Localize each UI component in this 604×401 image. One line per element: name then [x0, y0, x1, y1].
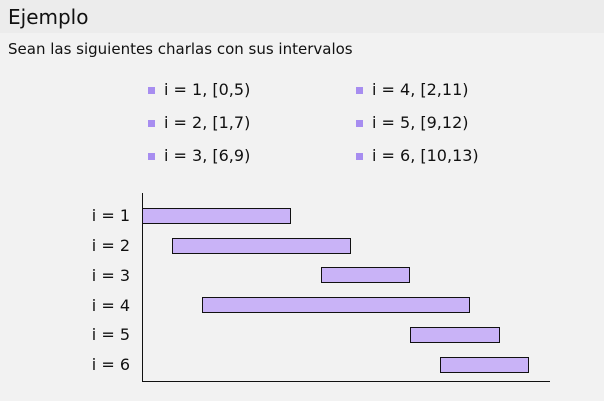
interval-text: i = 5, [9,12) [372, 113, 469, 132]
slide-title: Ejemplo [8, 5, 89, 29]
row-label-1: i = 1 [91, 206, 130, 225]
interval-item-2: i = 2, [1,7) [148, 113, 250, 133]
interval-bar-5 [410, 326, 500, 343]
row-label-5: i = 5 [91, 325, 130, 344]
row-label-4: i = 4 [91, 296, 130, 315]
diagram-x-axis [142, 381, 550, 382]
square-bullet-icon [356, 119, 363, 127]
interval-item-5: i = 5, [9,12) [356, 113, 468, 133]
interval-item-3: i = 3, [6,9) [148, 146, 250, 166]
interval-bar-3 [320, 267, 411, 284]
row-label-6: i = 6 [91, 355, 130, 374]
interval-bar-4 [201, 297, 470, 314]
diagram-y-axis [142, 193, 143, 382]
square-bullet-icon [148, 86, 155, 94]
interval-bar-2 [171, 237, 351, 254]
slide-subtitle: Sean las siguientes charlas con sus inte… [8, 40, 353, 58]
interval-item-1: i = 1, [0,5) [148, 80, 250, 100]
interval-text: i = 3, [6,9) [164, 146, 251, 165]
row-label-3: i = 3 [91, 266, 130, 285]
square-bullet-icon [356, 86, 363, 94]
interval-text: i = 4, [2,11) [372, 80, 469, 99]
square-bullet-icon [148, 152, 155, 160]
interval-bar-1 [142, 208, 291, 224]
interval-bar-6 [440, 356, 530, 373]
square-bullet-icon [148, 119, 155, 127]
interval-text: i = 6, [10,13) [372, 146, 479, 165]
interval-item-4: i = 4, [2,11) [356, 80, 468, 100]
row-label-2: i = 2 [91, 236, 130, 255]
square-bullet-icon [356, 152, 363, 160]
interval-text: i = 1, [0,5) [164, 80, 251, 99]
interval-item-6: i = 6, [10,13) [356, 146, 479, 166]
interval-text: i = 2, [1,7) [164, 113, 251, 132]
slide-header: Ejemplo [0, 0, 604, 33]
